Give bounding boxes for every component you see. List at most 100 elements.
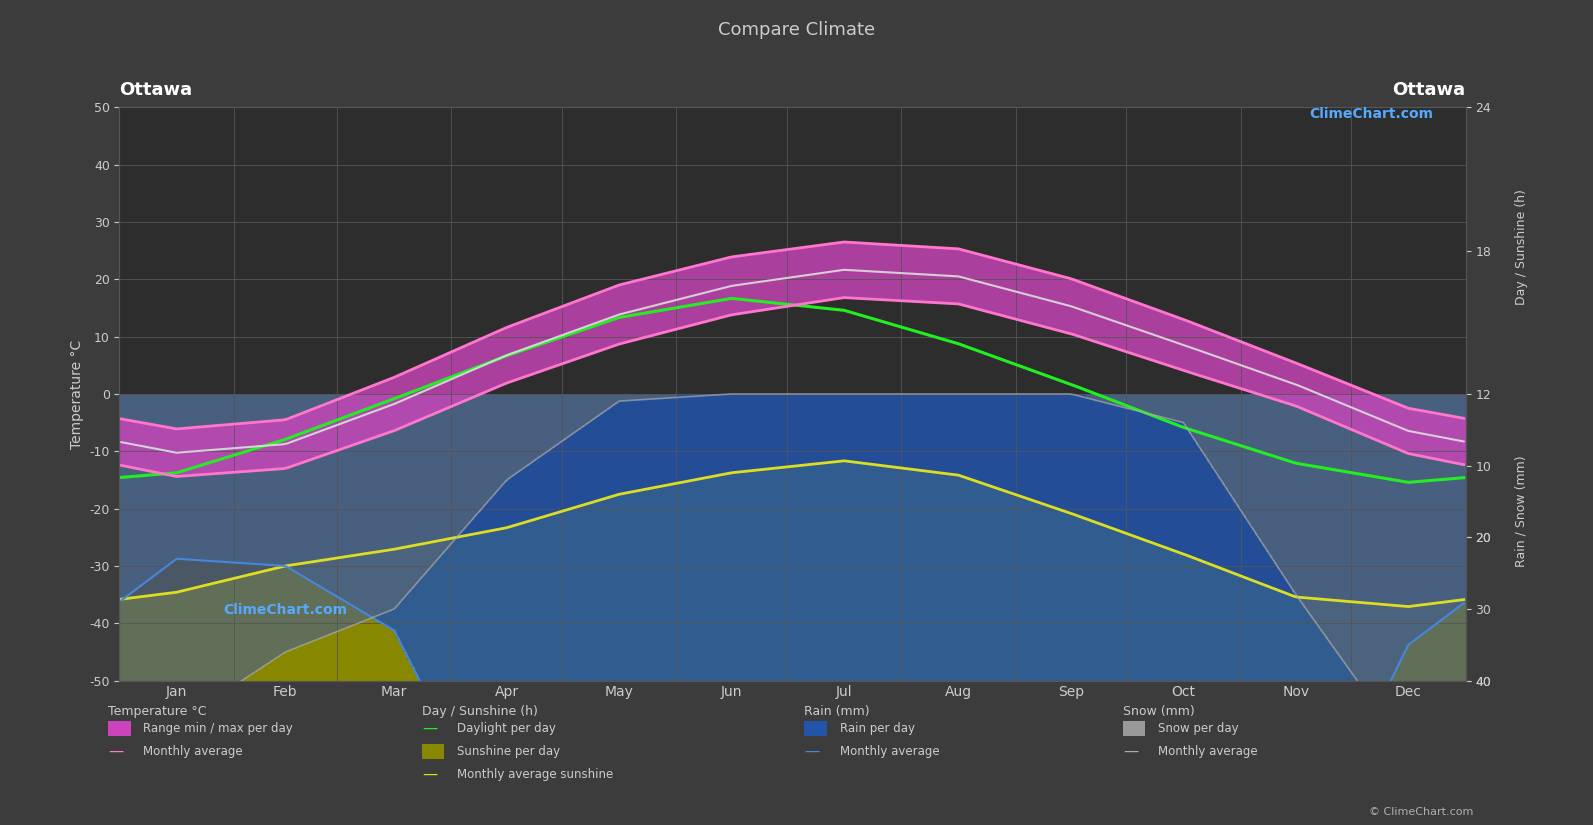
Bar [293,394,296,572]
Bar [299,394,304,576]
Bar [551,394,554,825]
Bar [540,394,543,825]
Bar [344,394,349,602]
Bar [1134,537,1137,681]
Bar [1053,394,1056,825]
Bar [683,394,688,825]
Bar [703,264,706,322]
Bar [938,248,941,303]
Bar [790,466,795,681]
Bar [1252,394,1255,530]
Bar [1236,394,1241,825]
Bar [879,465,883,681]
Bar [215,394,220,562]
Bar [1289,394,1292,586]
Bar [672,394,677,398]
Bar [924,394,927,825]
Bar [1300,394,1303,602]
Bar [1376,396,1381,441]
Bar [695,479,698,681]
Bar [131,598,134,681]
Bar [1311,394,1314,618]
Bar [725,474,728,681]
Bar [706,394,709,825]
Bar [1152,309,1157,361]
Bar [698,478,703,681]
Bar [392,394,397,609]
Bar [779,394,784,825]
Bar [1384,605,1388,681]
Bar [795,248,798,305]
Bar [366,388,370,440]
Bar [961,476,964,681]
Text: Daylight per day: Daylight per day [457,722,556,735]
Bar [887,245,890,300]
Bar [1258,394,1263,541]
Bar [1462,394,1466,738]
Bar [260,394,263,564]
Bar [1252,394,1255,825]
Bar [532,520,537,681]
Y-axis label: Temperature °C: Temperature °C [70,339,84,449]
Bar [964,478,967,681]
Bar [241,576,245,681]
Bar [131,394,134,735]
Bar [691,266,695,325]
Bar [997,394,1000,825]
Bar [607,394,610,409]
Bar [153,595,156,681]
Bar [178,592,182,681]
Bar [975,482,978,681]
Bar [566,304,569,362]
Bar [698,265,703,323]
Bar [1333,601,1337,681]
Bar [695,266,698,324]
Bar [1207,329,1211,379]
Bar [1443,394,1446,743]
Bar [1134,394,1137,825]
Bar [495,332,499,387]
Bar [964,251,967,306]
Bar [688,394,691,825]
Bar [1370,394,1373,720]
Bar [599,292,602,351]
Bar [408,546,411,681]
Bar [1440,394,1443,620]
Bar [436,394,440,718]
Bar [448,394,451,740]
Bar [787,394,790,825]
Bar [495,530,499,681]
Bar [812,246,817,302]
Bar [1188,323,1193,373]
Bar [1215,394,1219,474]
Bar [392,394,397,630]
Bar [315,394,319,585]
Bar [540,314,543,371]
Bar [1042,504,1045,681]
Bar [1059,394,1064,825]
Bar [908,246,913,301]
Bar [1407,408,1410,454]
Bar [876,244,879,299]
Bar [1048,394,1053,825]
Bar [429,394,433,567]
Bar [1370,394,1373,438]
Bar [573,302,577,360]
Text: —: — [108,744,124,759]
Bar [540,517,543,681]
Bar [1163,313,1166,365]
Bar [495,394,499,825]
Bar [1322,394,1325,818]
Bar [639,394,644,399]
Bar [201,394,204,560]
Bar [1255,394,1258,535]
Bar [930,394,935,825]
Bar [1333,394,1337,795]
Bar [182,394,186,719]
Bar [1403,394,1407,653]
Bar [164,427,167,474]
Bar [1270,394,1274,825]
Bar [299,394,304,645]
Bar [1086,285,1090,339]
Bar [655,394,658,825]
